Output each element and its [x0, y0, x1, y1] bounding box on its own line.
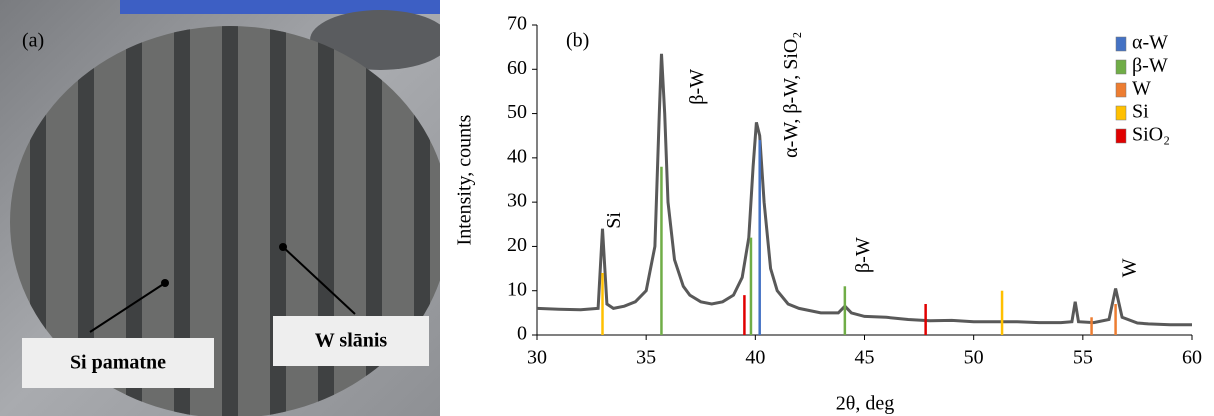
legend-label: α-W: [1132, 32, 1168, 54]
legend-swatch: [1115, 36, 1127, 52]
y-tick-label: 30: [507, 190, 527, 212]
annotation: Si: [603, 212, 625, 229]
y-tick-label: 50: [507, 101, 527, 123]
legend-swatch: [1115, 105, 1127, 121]
x-tick-label: 60: [1182, 347, 1202, 369]
legend-label: W: [1132, 78, 1151, 100]
photo-label: W slānis: [315, 330, 388, 352]
photo-label: Si pamatne: [70, 352, 166, 374]
tape: [120, 0, 440, 14]
x-tick-label: 45: [855, 347, 875, 369]
legend-swatch: [1115, 128, 1127, 144]
x-tick-label: 30: [527, 347, 547, 369]
photo-panel: (a) Si pamatne W slānis: [0, 0, 440, 416]
panel-label: (b): [566, 30, 589, 52]
pointer-dot: [161, 279, 169, 287]
x-tick-label: 50: [964, 347, 984, 369]
annotation: W: [1118, 258, 1140, 277]
label-box: [273, 316, 429, 366]
label-box: [22, 338, 214, 388]
x-tick-label: 55: [1073, 347, 1093, 369]
x-tick-label: 35: [636, 347, 656, 369]
x-axis-label: 2θ, deg: [836, 393, 894, 415]
y-tick-label: 20: [507, 234, 527, 256]
pointer: [89, 282, 166, 333]
y-axis-label: Intensity, counts: [454, 114, 476, 245]
chart: (b) 2θ, deg Intensity, counts 0 10 20 30 40 5…: [454, 13, 1202, 415]
y-tick-label: 0: [517, 323, 527, 345]
annotation: β-W: [686, 69, 708, 105]
y-tick-label: 40: [507, 145, 527, 167]
x-tick-label: 40: [745, 347, 765, 369]
pattern-line: [536, 53, 1192, 327]
pointer-dot: [279, 243, 287, 251]
legend-label: SiO₂: [1132, 124, 1170, 146]
legend-label: Si: [1132, 101, 1149, 123]
pointer: [282, 246, 356, 315]
y-tick-label: 60: [507, 57, 527, 79]
annotation: α-W, β-W, SiO₂: [780, 32, 802, 158]
y-tick-label: 70: [507, 13, 527, 35]
legend-swatch: [1115, 59, 1127, 75]
legend-swatch: [1115, 82, 1127, 98]
annotation: β-W: [852, 237, 874, 273]
legend-label: β-W: [1132, 55, 1168, 77]
y-tick-label: 10: [507, 278, 527, 300]
panel-label: (a): [22, 30, 44, 52]
